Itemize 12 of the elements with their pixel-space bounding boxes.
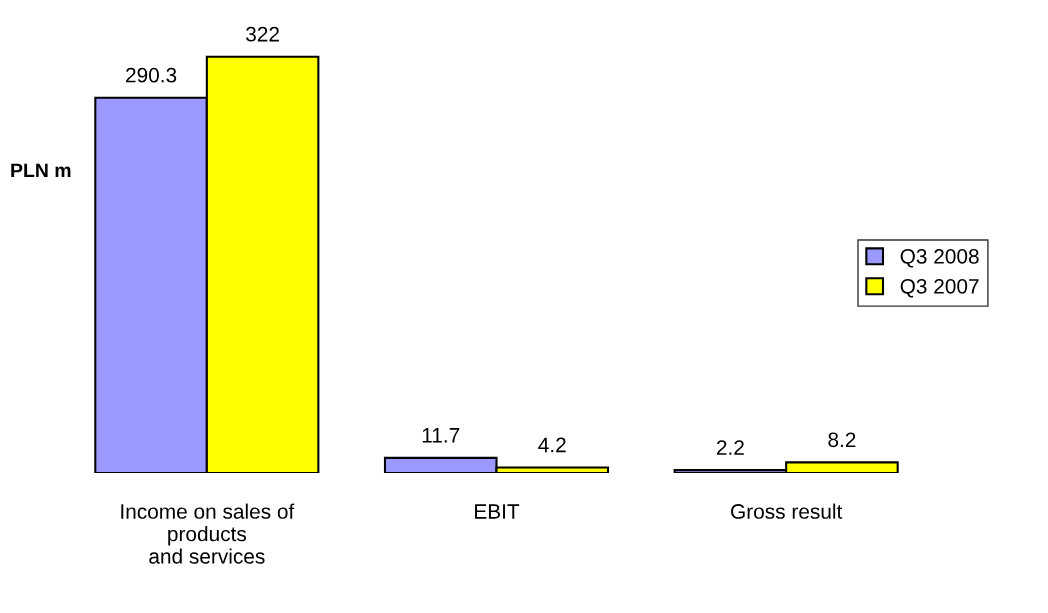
y-axis-title: PLN m [11, 163, 71, 178]
data-label: 322 [246, 26, 279, 42]
data-label: 8.2 [828, 432, 856, 448]
x-tick-label: EBIT [475, 504, 520, 519]
data-label: 11.7 [422, 428, 460, 443]
x-tick-label: Gross result [731, 503, 843, 519]
legend-label: Q3 2008 [900, 248, 979, 268]
legend-label: Q3 2007 [900, 278, 979, 298]
data-label: 4.2 [538, 437, 566, 453]
x-tick-label: Income on sales of products and services [121, 503, 295, 564]
data-label: 290.3 [126, 67, 177, 83]
data-label: 2.2 [716, 440, 744, 455]
